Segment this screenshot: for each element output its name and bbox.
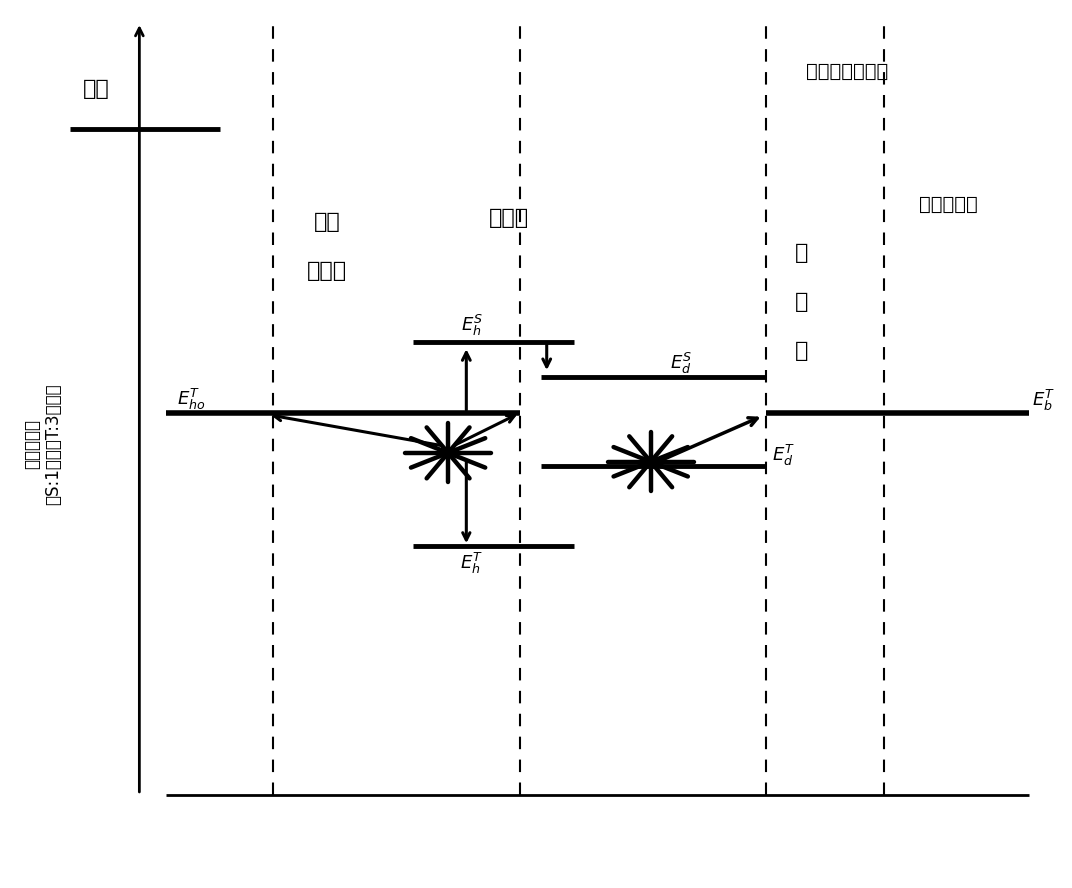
Text: $E^T_h$: $E^T_h$ xyxy=(460,551,483,576)
Text: 发光层: 发光层 xyxy=(489,208,530,227)
Text: 最低激发态
（S:1重态，T:3重态）: 最低激发态 （S:1重态，T:3重态） xyxy=(24,384,62,504)
Text: 电子注入层: 电子注入层 xyxy=(920,194,978,214)
Text: $E^T_b$: $E^T_b$ xyxy=(1032,388,1056,413)
Text: $E^S_d$: $E^S_d$ xyxy=(670,351,693,376)
Text: 空穴: 空穴 xyxy=(314,212,340,232)
Text: 阻: 阻 xyxy=(795,243,808,263)
Text: 挡: 挡 xyxy=(795,292,808,312)
Text: $E^T_{ho}$: $E^T_{ho}$ xyxy=(177,387,206,412)
Text: 阳极: 阳极 xyxy=(84,79,109,99)
Text: $E^T_d$: $E^T_d$ xyxy=(772,443,795,468)
Text: 层: 层 xyxy=(795,341,808,361)
Text: $E^S_h$: $E^S_h$ xyxy=(461,313,482,338)
Text: 传输区: 传输区 xyxy=(307,261,347,281)
Text: （电子传输区）: （电子传输区） xyxy=(806,61,888,81)
